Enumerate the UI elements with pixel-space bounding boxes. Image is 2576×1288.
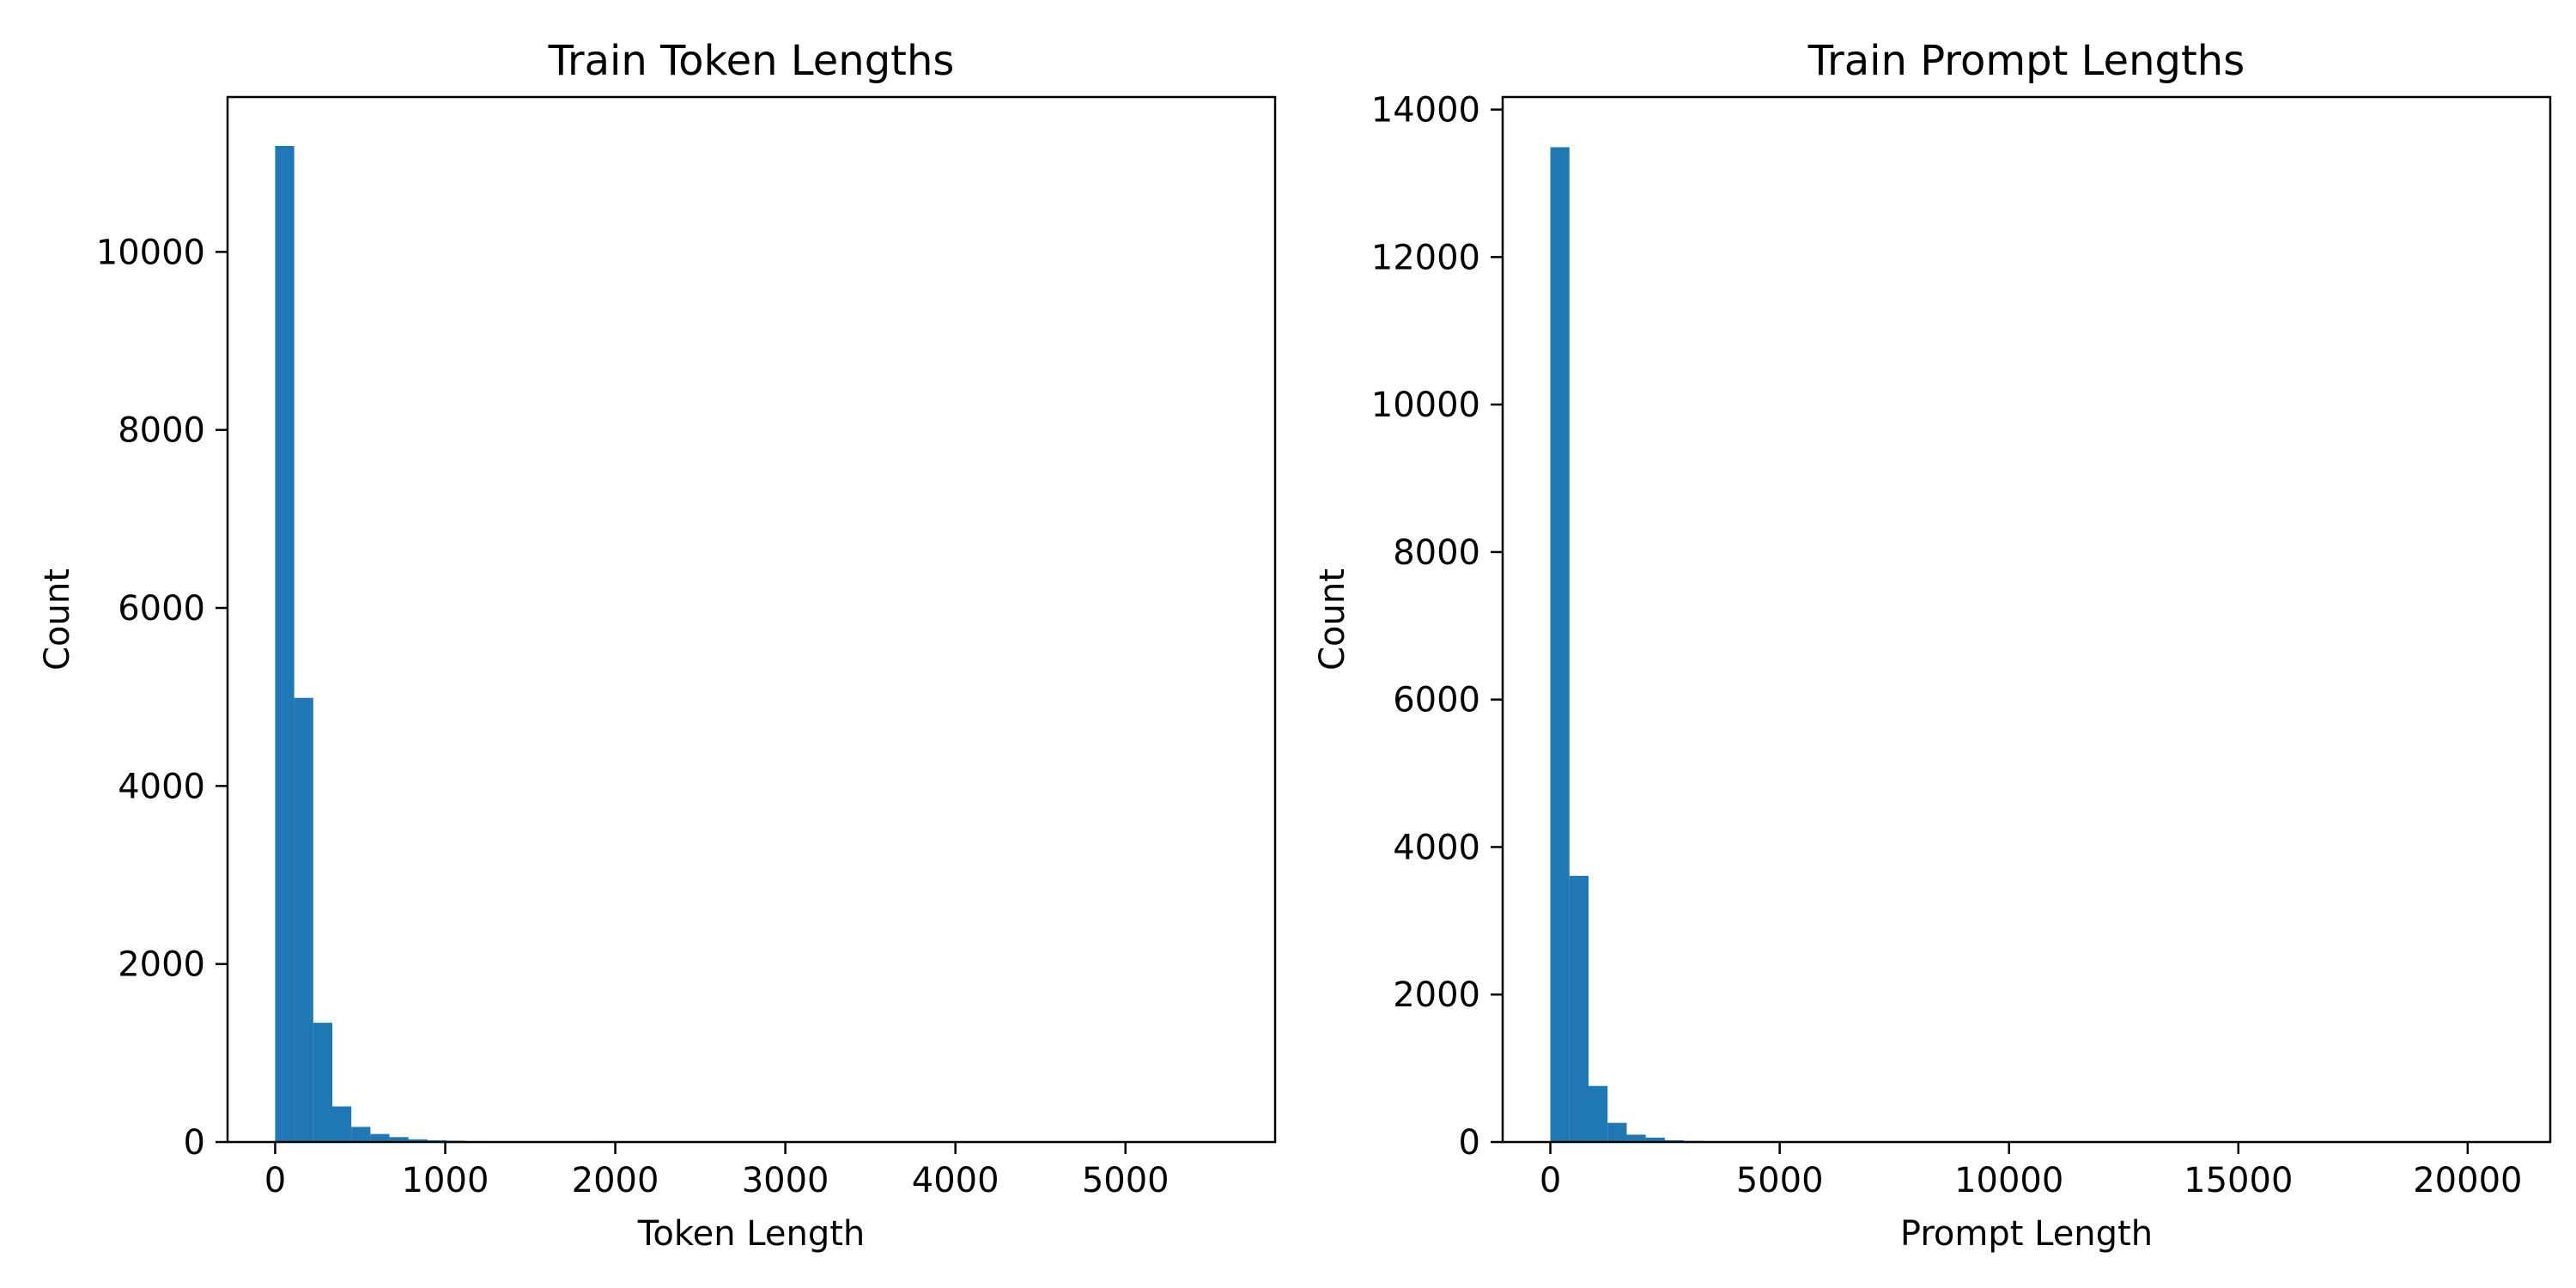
prompt-length-bar xyxy=(1588,1085,1608,1142)
prompt-length-y-tick-label: 8000 xyxy=(1393,533,1480,573)
prompt-length-y-tick-label: 12000 xyxy=(1371,238,1480,277)
token-length-x-tick-label: 0 xyxy=(264,1161,286,1200)
token-length-bar xyxy=(408,1139,428,1142)
token-length-bar xyxy=(313,1023,332,1142)
token-length-y-tick-label: 0 xyxy=(184,1123,205,1163)
prompt-length-bar xyxy=(1645,1137,1665,1142)
token-length-x-tick-label: 3000 xyxy=(742,1161,829,1200)
token-length-x-ticks: 0 1000 2000 3000 4000 5000 xyxy=(264,1142,1170,1200)
prompt-length-y-tick-label: 6000 xyxy=(1393,681,1480,720)
prompt-length-bar xyxy=(1607,1122,1627,1142)
prompt-length-chart-title: Train Prompt Lengths xyxy=(1807,37,2245,85)
token-length-x-tick-label: 5000 xyxy=(1082,1161,1170,1200)
token-length-y-tick-label: 8000 xyxy=(118,411,205,451)
token-length-x-axis-label: Token Length xyxy=(637,1214,866,1254)
prompt-length-x-tick-label: 20000 xyxy=(2413,1161,2522,1200)
prompt-length-y-axis-label: Count xyxy=(1313,568,1352,671)
prompt-length-axes-frame xyxy=(1501,95,2552,1144)
prompt-length-x-tick-label: 5000 xyxy=(1736,1161,1824,1200)
prompt-length-panel: 0 5000 10000 15000 20000 0 2000 4000 6000 8000 10… xyxy=(1313,37,2552,1254)
prompt-length-y-tick-label: 4000 xyxy=(1393,828,1480,867)
prompt-length-y-ticks: 0 2000 4000 6000 8000 10000 12000 14000 xyxy=(1371,91,1503,1163)
token-length-x-tick-label: 1000 xyxy=(402,1161,489,1200)
prompt-length-bar xyxy=(1550,147,1570,1143)
token-length-y-tick-label: 6000 xyxy=(118,589,205,629)
prompt-length-y-tick-label: 2000 xyxy=(1393,975,1480,1015)
token-length-axes-frame xyxy=(226,95,1277,1144)
token-length-bar xyxy=(370,1133,390,1142)
prompt-length-bar xyxy=(1569,875,1589,1142)
token-length-x-tick-label: 2000 xyxy=(572,1161,659,1200)
prompt-length-x-tick-label: 0 xyxy=(1540,1161,1561,1200)
prompt-length-y-tick-label: 14000 xyxy=(1371,91,1480,131)
prompt-length-bars xyxy=(1550,147,1818,1143)
token-length-bar xyxy=(294,697,313,1142)
token-length-x-tick-label: 4000 xyxy=(912,1161,999,1200)
token-length-bar xyxy=(332,1106,352,1142)
token-length-y-ticks: 0 2000 4000 6000 8000 10000 xyxy=(96,233,228,1163)
prompt-length-x-tick-label: 10000 xyxy=(1954,1161,2063,1200)
prompt-length-x-tick-label: 15000 xyxy=(2184,1161,2293,1200)
prompt-length-y-tick-label: 10000 xyxy=(1371,386,1480,425)
token-length-y-axis-label: Count xyxy=(38,568,77,671)
prompt-length-bar xyxy=(1626,1134,1646,1142)
token-length-bar xyxy=(275,146,295,1142)
prompt-length-y-tick-label: 0 xyxy=(1459,1123,1480,1163)
prompt-length-x-axis-label: Prompt Length xyxy=(1900,1214,2153,1254)
token-length-y-tick-label: 10000 xyxy=(96,233,205,272)
token-length-panel: 0 1000 2000 3000 4000 5000 0 2000 4000 6000 8000 1… xyxy=(38,37,1277,1254)
token-length-bar xyxy=(389,1137,409,1142)
token-length-y-tick-label: 2000 xyxy=(118,945,205,985)
prompt-length-x-ticks: 0 5000 10000 15000 20000 xyxy=(1540,1142,2522,1200)
token-length-bar xyxy=(351,1127,371,1142)
token-length-y-tick-label: 4000 xyxy=(118,767,205,806)
token-length-chart-title: Train Token Lengths xyxy=(548,37,955,85)
